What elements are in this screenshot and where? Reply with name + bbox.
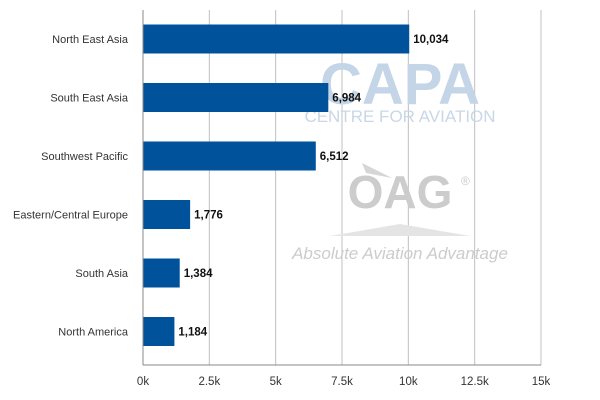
category-label: North East Asia	[52, 34, 129, 46]
bars	[143, 24, 410, 346]
bar-value-label: 10,034	[413, 34, 449, 46]
x-tick-label: 10k	[399, 376, 418, 388]
x-tick-label: 15k	[532, 376, 551, 388]
bar	[143, 141, 316, 171]
oag-watermark-logo: OAG	[348, 166, 453, 218]
bar	[143, 200, 191, 229]
bar	[143, 24, 410, 54]
bar-value-label: 1,776	[194, 210, 223, 222]
watermark: CAPA CENTRE FOR AVIATION OAG ® Absolute …	[291, 52, 508, 263]
oag-swoosh-icon	[362, 163, 392, 178]
x-tick-label: 12.5k	[461, 376, 489, 388]
value-labels: 10,034 6,984 6,512 1,776 1,384 1,184	[178, 34, 449, 339]
bar-value-label: 6,984	[332, 93, 361, 105]
x-tick-label: 0k	[137, 376, 149, 388]
x-axis-tick-labels: 0k 2.5k 5k 7.5k 10k 12.5k 15k	[137, 376, 551, 388]
x-tick-label: 7.5k	[331, 376, 353, 388]
capa-watermark-logo: CAPA	[320, 52, 480, 117]
category-labels: North East Asia South East Asia Southwest …	[13, 34, 129, 339]
category-label: South East Asia	[50, 93, 129, 105]
bar	[143, 258, 180, 288]
category-label: Eastern/Central Europe	[13, 210, 128, 222]
x-tick-label: 5k	[270, 376, 282, 388]
x-tick-label: 2.5k	[198, 376, 220, 388]
oag-divider-shape	[330, 224, 470, 236]
capa-watermark-subtitle: CENTRE FOR AVIATION	[304, 107, 495, 126]
oag-registered-mark: ®	[461, 174, 470, 188]
bar-value-label: 1,384	[184, 268, 213, 280]
bar	[143, 317, 175, 346]
bar-value-label: 1,184	[178, 327, 207, 339]
category-label: South Asia	[75, 268, 128, 280]
oag-watermark-tagline: Absolute Aviation Advantage	[291, 244, 508, 263]
category-label: North America	[58, 327, 129, 339]
category-label: Southwest Pacific	[41, 151, 128, 163]
gridlines	[208, 10, 542, 365]
bar-value-label: 6,512	[320, 151, 349, 163]
bar	[143, 83, 329, 112]
